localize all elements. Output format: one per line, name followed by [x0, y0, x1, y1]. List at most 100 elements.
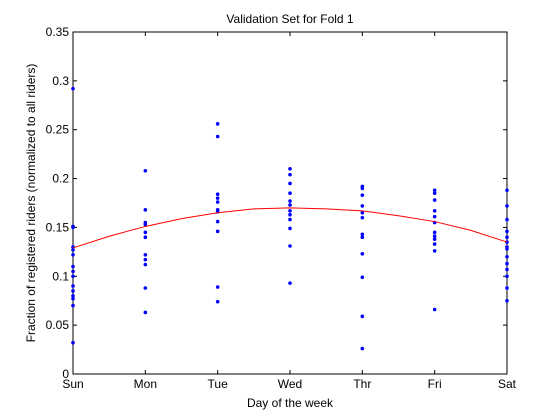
- data-point: [505, 247, 509, 251]
- data-point: [360, 346, 365, 351]
- data-point: [360, 210, 365, 215]
- data-point: [143, 262, 148, 267]
- data-point: [432, 188, 437, 193]
- data-point: [288, 226, 292, 231]
- data-point: [505, 267, 509, 272]
- data-point: [71, 284, 75, 288]
- data-point: [71, 303, 75, 308]
- y-tick-label: 0: [62, 367, 69, 381]
- data-point: [432, 237, 437, 241]
- data-point: [360, 275, 365, 280]
- data-point: [505, 229, 509, 234]
- data-point: [215, 192, 220, 197]
- data-point: [360, 193, 365, 197]
- data-point: [71, 248, 75, 252]
- data-point: [143, 230, 148, 235]
- data-point: [432, 198, 437, 202]
- data-point: [432, 242, 437, 246]
- data-point: [432, 234, 437, 239]
- data-point: [71, 289, 75, 293]
- data-point: [505, 274, 509, 279]
- x-tick-label: Sat: [498, 377, 517, 391]
- data-point: [288, 181, 292, 186]
- y-axis-label: Fraction of registered riders (normalize…: [24, 64, 38, 343]
- data-point: [288, 199, 292, 203]
- data-point: [143, 168, 148, 173]
- data-point: [215, 219, 220, 224]
- data-point: [71, 86, 75, 91]
- data-point: [143, 252, 148, 257]
- data-point: [288, 217, 292, 222]
- data-point: [505, 204, 509, 208]
- data-point: [360, 186, 365, 191]
- y-tick-label: 0.35: [46, 25, 70, 39]
- fit-curve: [72, 207, 508, 249]
- data-point: [215, 299, 220, 304]
- data-point: [71, 252, 75, 257]
- data-point: [360, 314, 365, 319]
- data-point: [143, 208, 148, 212]
- data-point: [432, 230, 437, 235]
- data-point: [71, 296, 75, 301]
- y-axis: 0 0.05 0.1 0.15 0.2 0.25 0.3 0.35: [46, 25, 507, 381]
- data-point: [288, 203, 292, 207]
- data-point: [288, 191, 292, 196]
- data-point: [215, 285, 220, 289]
- y-tick-label: 0.3: [52, 74, 69, 88]
- data-point: [143, 310, 148, 315]
- data-point: [215, 196, 220, 200]
- data-point: [432, 214, 437, 219]
- data-point: [71, 294, 75, 298]
- chart-title: Validation Set for Fold 1: [226, 12, 354, 26]
- data-point: [215, 134, 220, 139]
- data-point: [505, 254, 509, 259]
- data-point: [71, 274, 75, 279]
- data-point: [215, 229, 220, 234]
- data-point: [505, 235, 509, 239]
- data-point: [143, 235, 148, 239]
- data-point: [288, 244, 292, 248]
- data-point: [143, 257, 148, 262]
- data-point: [71, 269, 75, 274]
- data-point: [432, 209, 437, 213]
- y-tick-label: 0.1: [52, 269, 69, 283]
- data-point: [71, 225, 75, 230]
- data-point: [505, 188, 509, 193]
- data-point: [505, 286, 509, 290]
- x-tick-label: Mon: [134, 377, 157, 391]
- data-point: [432, 191, 437, 196]
- y-tick-label: 0.15: [46, 220, 70, 234]
- x-tick-label: Tue: [208, 377, 229, 391]
- data-point: [505, 261, 509, 266]
- data-point: [288, 281, 292, 285]
- y-tick-label: 0.2: [52, 172, 69, 186]
- data-point: [360, 252, 365, 256]
- data-point: [288, 172, 292, 177]
- x-tick-label: Sun: [62, 377, 83, 391]
- y-tick-label: 0.05: [46, 318, 70, 332]
- data-point: [71, 264, 75, 269]
- x-tick-label: Fri: [428, 377, 442, 391]
- data-point: [360, 232, 365, 237]
- data-point: [505, 298, 509, 303]
- data-point: [143, 222, 148, 227]
- x-axis: Sun Mon Tue Wed Thr Fri Sat: [62, 32, 517, 391]
- data-point: [432, 249, 437, 253]
- data-point: [360, 235, 365, 239]
- data-point: [143, 286, 148, 290]
- x-axis-label: Day of the week: [247, 396, 334, 410]
- data-point: [288, 209, 292, 213]
- data-point: [71, 340, 75, 345]
- x-tick-label: Wed: [278, 377, 302, 391]
- data-point: [215, 200, 220, 204]
- data-point: [288, 212, 292, 217]
- data-point: [360, 215, 365, 220]
- data-point: [505, 217, 509, 222]
- y-tick-label: 0.25: [46, 123, 70, 137]
- data-point: [360, 204, 365, 208]
- data-points: [71, 86, 509, 351]
- data-point: [432, 307, 437, 312]
- data-point: [288, 167, 292, 171]
- plot-area: [72, 31, 508, 375]
